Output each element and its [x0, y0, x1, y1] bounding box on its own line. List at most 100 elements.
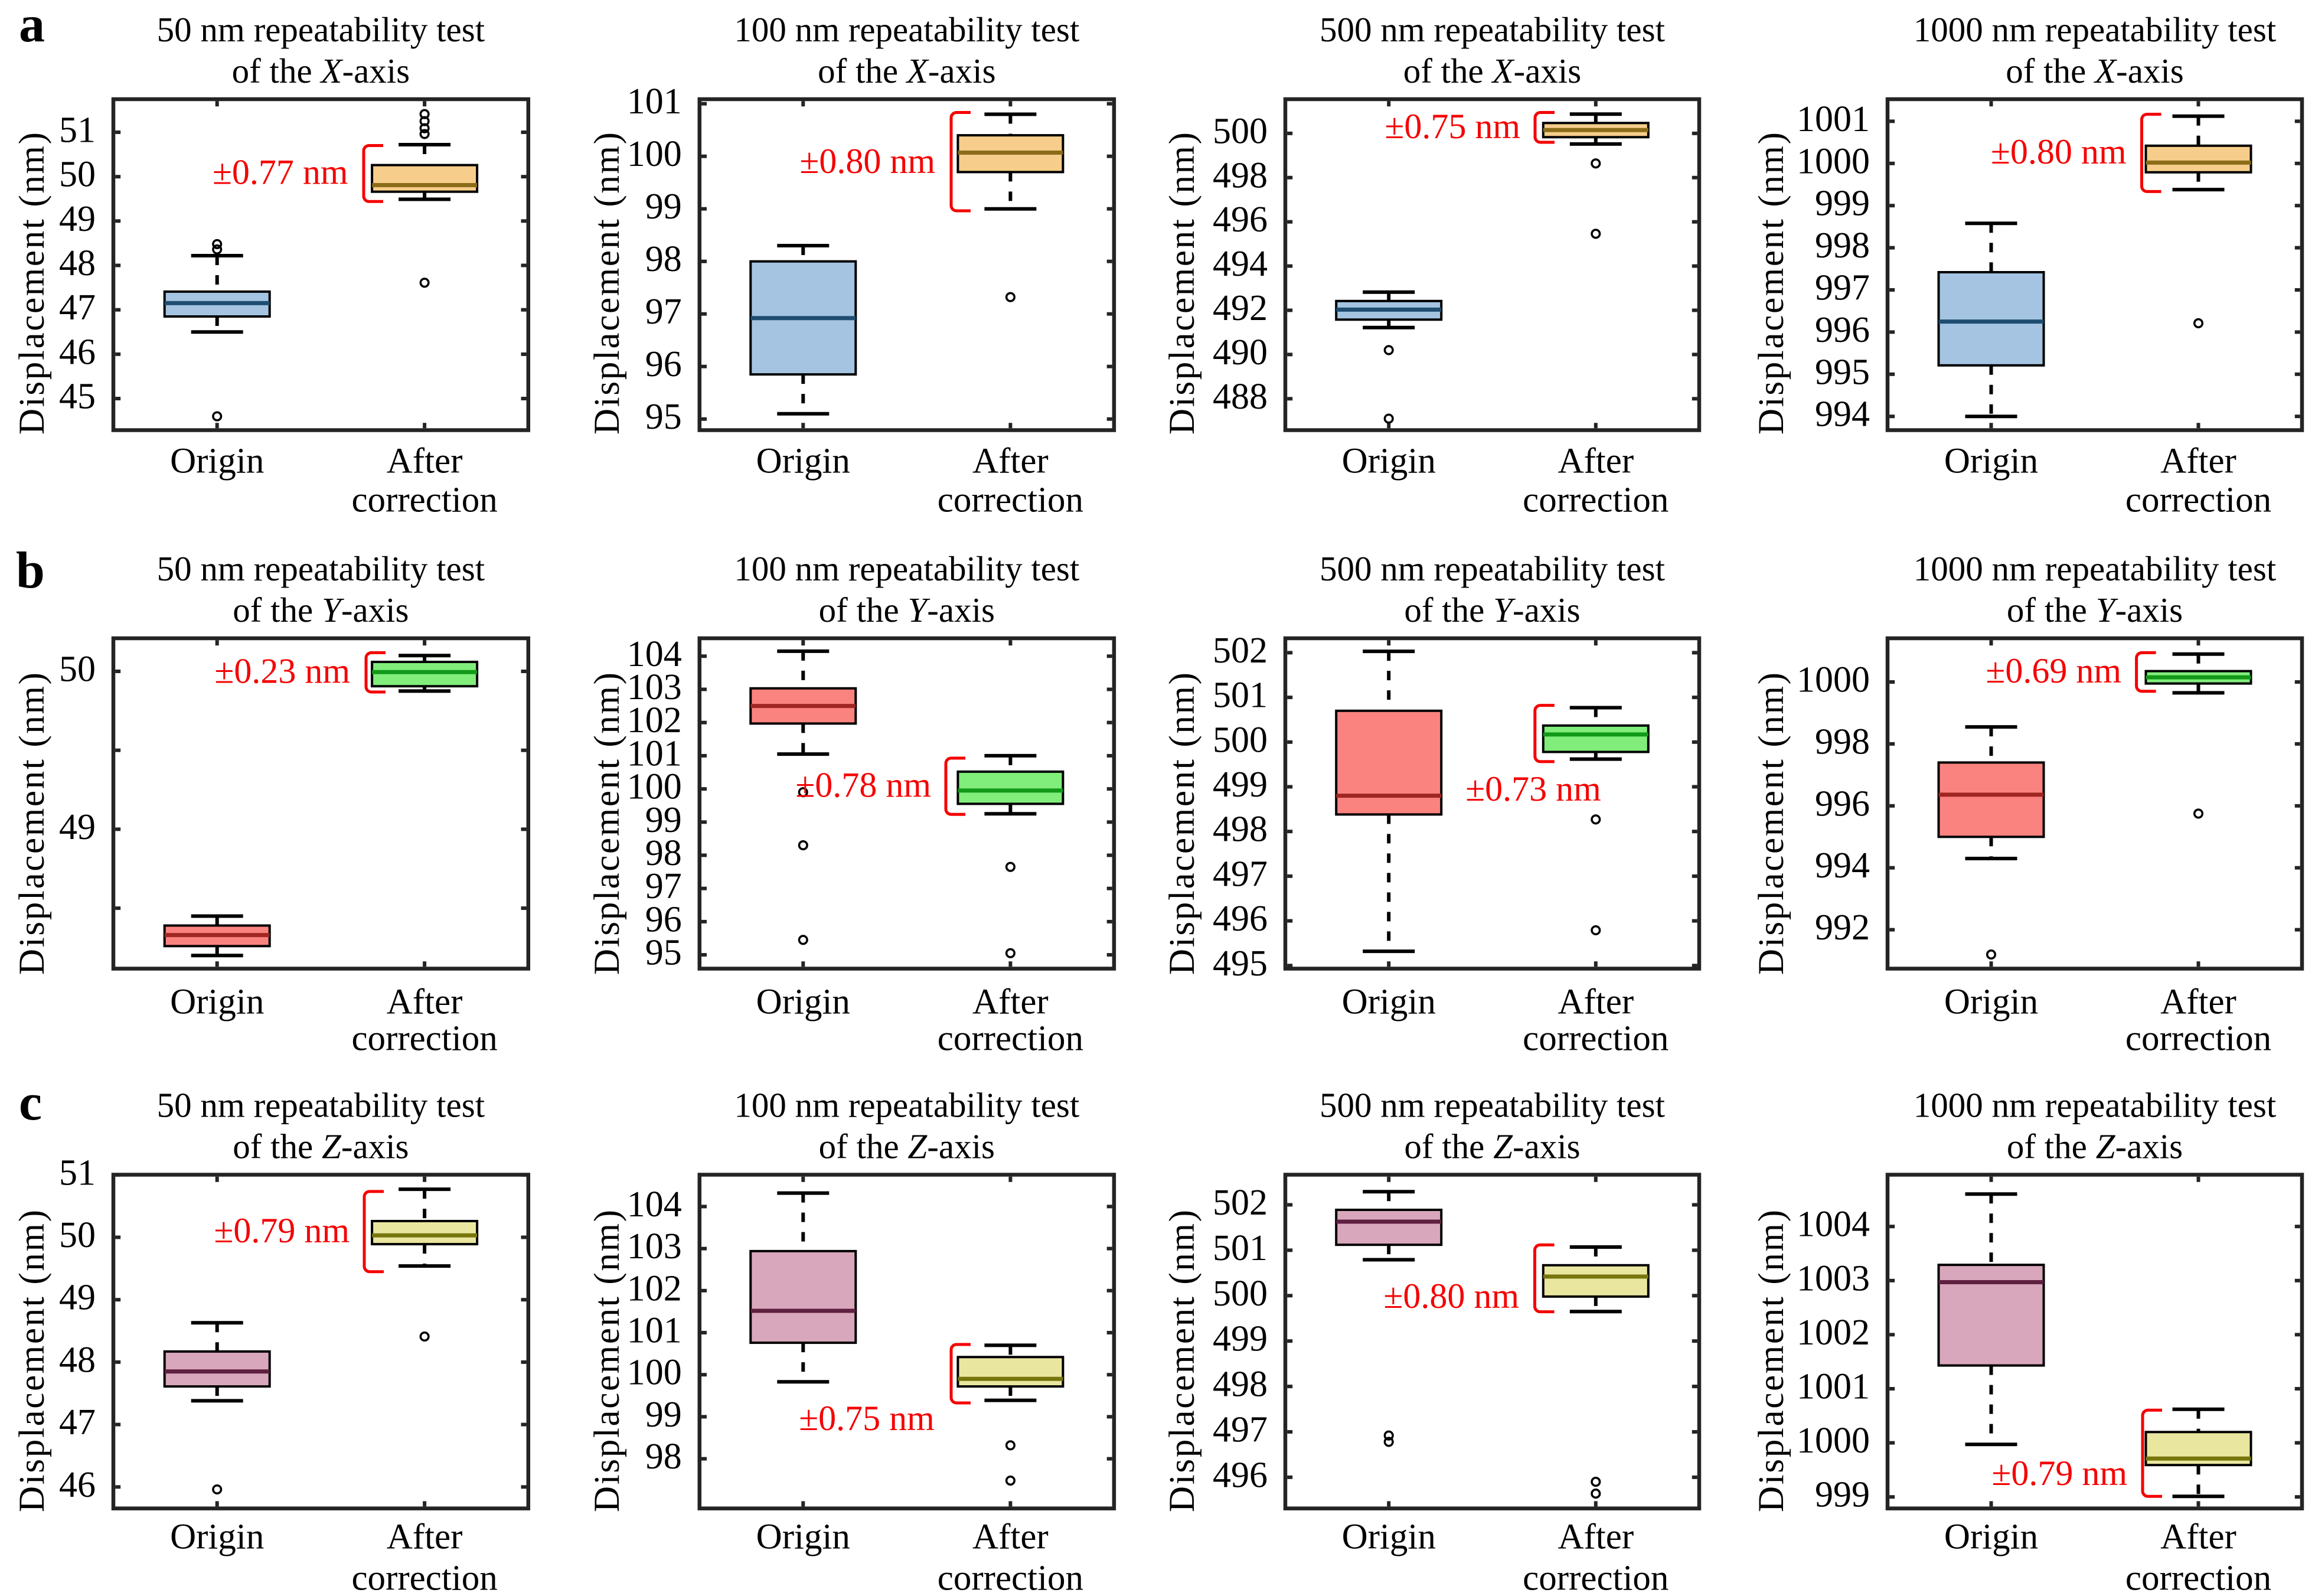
svg-text:998: 998 [1815, 722, 1870, 762]
svg-text:496: 496 [1213, 1455, 1268, 1495]
svg-text:104: 104 [627, 634, 682, 674]
svg-text:of the X-axis: of the X-axis [232, 51, 410, 90]
svg-text:b: b [16, 542, 45, 599]
svg-text:Origin: Origin [756, 983, 850, 1022]
svg-text:Displacement (nm): Displacement (nm) [587, 1210, 627, 1512]
svg-text:50 nm repeatability test: 50 nm repeatability test [157, 1086, 485, 1125]
svg-text:of the Y-axis: of the Y-axis [819, 590, 995, 629]
svg-text:48: 48 [59, 243, 96, 283]
svg-text:498: 498 [1213, 810, 1268, 850]
svg-text:103: 103 [627, 1226, 682, 1267]
svg-text:46: 46 [59, 1465, 96, 1505]
svg-text:Origin: Origin [756, 442, 850, 481]
svg-text:46: 46 [59, 332, 96, 372]
svg-text:499: 499 [1213, 1319, 1268, 1359]
svg-text:98: 98 [645, 833, 682, 873]
svg-text:97: 97 [645, 292, 682, 332]
svg-text:±0.79 nm: ±0.79 nm [1991, 1454, 2127, 1493]
svg-text:498: 498 [1213, 1365, 1268, 1405]
svg-text:of the Y-axis: of the Y-axis [1404, 590, 1580, 629]
svg-text:After: After [1558, 1517, 1634, 1557]
svg-text:correction: correction [938, 481, 1083, 520]
svg-text:Origin: Origin [1944, 983, 2038, 1022]
svg-text:494: 494 [1213, 244, 1268, 284]
svg-text:±0.80 nm: ±0.80 nm [799, 142, 935, 181]
svg-text:99: 99 [645, 800, 682, 840]
svg-text:98: 98 [645, 239, 682, 279]
svg-text:500 nm repeatability test: 500 nm repeatability test [1320, 10, 1666, 49]
svg-text:correction: correction [351, 481, 497, 520]
svg-text:a: a [19, 0, 45, 53]
svg-text:Origin: Origin [1342, 442, 1436, 481]
svg-text:497: 497 [1213, 1410, 1268, 1450]
svg-text:50 nm repeatability test: 50 nm repeatability test [157, 10, 485, 49]
svg-text:After: After [2160, 1517, 2236, 1557]
svg-text:499: 499 [1213, 765, 1268, 805]
svg-text:95: 95 [645, 397, 682, 437]
svg-text:999: 999 [1815, 1475, 1870, 1515]
svg-text:After: After [1558, 442, 1634, 481]
svg-text:±0.78 nm: ±0.78 nm [795, 766, 931, 805]
svg-text:999: 999 [1815, 184, 1870, 224]
svg-text:100 nm repeatability test: 100 nm repeatability test [734, 10, 1080, 49]
svg-text:100: 100 [627, 767, 682, 807]
svg-text:of the X-axis: of the X-axis [1403, 51, 1581, 90]
svg-text:Displacement (nm): Displacement (nm) [1752, 673, 1791, 975]
svg-text:±0.79 nm: ±0.79 nm [214, 1211, 350, 1250]
svg-text:996: 996 [1815, 310, 1870, 350]
svg-text:104: 104 [627, 1184, 682, 1225]
svg-text:992: 992 [1815, 908, 1870, 948]
svg-text:of the Z-axis: of the Z-axis [233, 1127, 409, 1166]
svg-text:95: 95 [645, 933, 682, 973]
svg-text:of the X-axis: of the X-axis [2006, 51, 2183, 90]
svg-text:After: After [972, 1517, 1049, 1557]
svg-text:±0.69 nm: ±0.69 nm [1986, 651, 2121, 690]
svg-text:498: 498 [1213, 155, 1268, 195]
svg-text:1000: 1000 [1797, 141, 1870, 181]
svg-text:Displacement (nm): Displacement (nm) [12, 1210, 52, 1512]
svg-text:Displacement (nm): Displacement (nm) [1163, 673, 1202, 975]
svg-text:490: 490 [1213, 332, 1268, 373]
svg-text:45: 45 [59, 377, 96, 417]
svg-text:Origin: Origin [170, 983, 264, 1022]
svg-text:998: 998 [1815, 226, 1870, 266]
svg-text:495: 495 [1213, 944, 1268, 984]
svg-text:996: 996 [1815, 784, 1870, 824]
svg-text:47: 47 [59, 1402, 96, 1442]
svg-text:96: 96 [645, 899, 682, 939]
svg-text:100 nm repeatability test: 100 nm repeatability test [734, 549, 1080, 588]
svg-text:101: 101 [627, 1311, 682, 1351]
svg-text:Displacement (nm): Displacement (nm) [1752, 1210, 1791, 1512]
svg-text:correction: correction [938, 1559, 1083, 1596]
svg-text:of the Y-axis: of the Y-axis [2007, 590, 2183, 629]
svg-text:502: 502 [1213, 1183, 1268, 1223]
svg-text:997: 997 [1815, 268, 1870, 308]
svg-text:101: 101 [627, 81, 682, 122]
svg-text:48: 48 [59, 1340, 96, 1380]
svg-text:50: 50 [59, 650, 96, 690]
svg-text:c: c [19, 1074, 42, 1131]
svg-text:488: 488 [1213, 377, 1268, 417]
svg-text:500: 500 [1213, 111, 1268, 151]
svg-text:49: 49 [59, 807, 96, 847]
svg-text:1003: 1003 [1797, 1258, 1870, 1298]
svg-text:1000 nm repeatability test: 1000 nm repeatability test [1914, 1086, 2277, 1125]
svg-text:51: 51 [59, 110, 96, 151]
svg-text:1002: 1002 [1797, 1313, 1870, 1353]
svg-text:1004: 1004 [1797, 1205, 1870, 1245]
svg-text:96: 96 [645, 344, 682, 384]
svg-text:97: 97 [645, 866, 682, 906]
svg-text:102: 102 [627, 1268, 682, 1308]
svg-text:50: 50 [59, 155, 96, 195]
svg-text:492: 492 [1213, 288, 1268, 328]
svg-text:correction: correction [2125, 481, 2271, 520]
svg-text:After: After [1558, 983, 1634, 1022]
svg-text:correction: correction [938, 1019, 1083, 1059]
svg-text:Displacement (nm): Displacement (nm) [12, 673, 52, 975]
svg-text:correction: correction [351, 1019, 497, 1059]
svg-text:100: 100 [627, 1353, 682, 1393]
svg-text:102: 102 [627, 700, 682, 740]
svg-text:49: 49 [59, 199, 96, 239]
svg-text:500: 500 [1213, 720, 1268, 760]
svg-text:995: 995 [1815, 352, 1870, 392]
